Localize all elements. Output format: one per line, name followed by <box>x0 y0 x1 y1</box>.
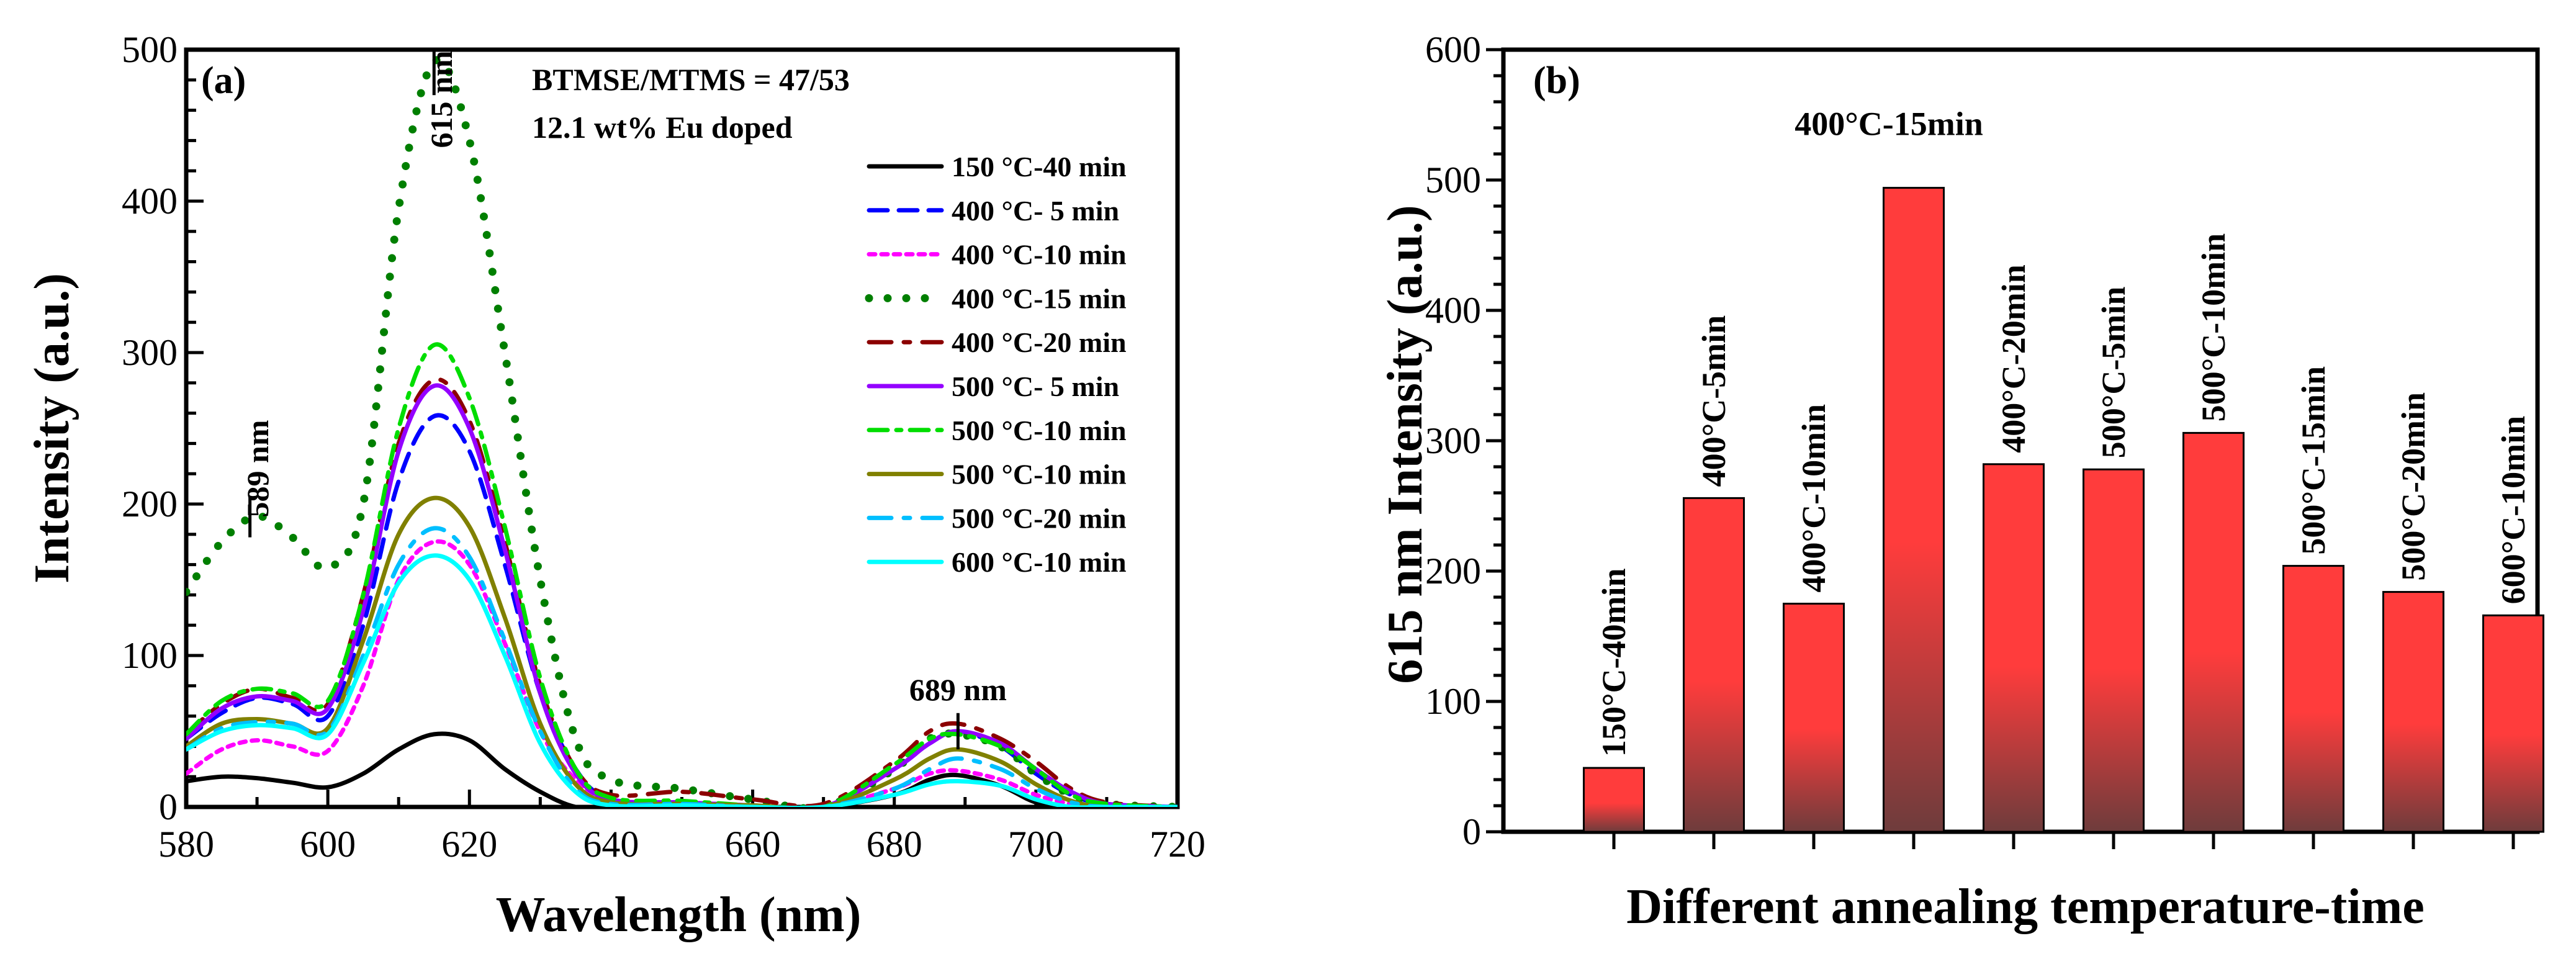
x-axis-title-b: Different annealing temperature-time <box>1626 880 2425 934</box>
bar-3 <box>1783 603 1845 833</box>
panel-b-bars: 0 100 200 300 400 500 600 Different annealing t… <box>1378 29 2544 934</box>
legend-label-8: 500 °C-10 min <box>952 459 1127 490</box>
bar-10 <box>2482 614 2544 833</box>
series-line-3 <box>186 539 1178 807</box>
bar-label-7: 500°C-10min <box>2195 233 2232 422</box>
x-tick-label-a: 700 <box>1008 824 1064 865</box>
series-group <box>186 56 1178 807</box>
x-axis-title-a: Wavelength (nm) <box>496 888 862 942</box>
y-tick-label-b: 200 <box>1425 551 1481 592</box>
bar-label-3: 400°C-10min <box>1795 404 1832 593</box>
series-line-7 <box>186 342 1178 807</box>
y-tick-label-a: 500 <box>122 29 178 70</box>
y-tick-label-a: 0 <box>159 786 178 827</box>
y-tick-label-b: 400 <box>1425 290 1481 331</box>
legend-label-7: 500 °C-10 min <box>952 415 1127 446</box>
x-tick-label-a: 600 <box>300 824 356 865</box>
bar-label-10: 600°C-10min <box>2495 416 2532 605</box>
panel-a-spectra: 580 600 620 640 660 680 700 720 0 100 200 300 400 500… <box>25 29 1205 942</box>
legend-label-1: 150 °C-40 min <box>952 151 1127 182</box>
series-line-4 <box>186 56 1178 807</box>
y-tick-label-b: 300 <box>1425 420 1481 461</box>
bar-label-2: 400°C-5min <box>1695 315 1732 487</box>
x-tick-label-a: 640 <box>583 824 639 865</box>
annotation-ratio: BTMSE/MTMS = 47/53 <box>532 62 850 97</box>
bar-5 <box>1983 463 2045 833</box>
y-axis-title-b: 615 nm Intensity (a.u.) <box>1378 205 1433 683</box>
bar-2 <box>1683 497 1745 833</box>
legend-label-4: 400 °C-15 min <box>952 282 1127 314</box>
bar-label-5: 400°C-20min <box>1995 264 2032 453</box>
x-tick-label-a: 660 <box>725 824 781 865</box>
y-tick-label-a: 100 <box>122 635 178 676</box>
bar-label-6: 500°C-5min <box>2095 287 2132 459</box>
y-tick-label-a: 200 <box>122 484 178 525</box>
y-tick-label-a: 300 <box>122 332 178 373</box>
bar-1 <box>1583 767 1645 833</box>
legend-label-9: 500 °C-20 min <box>952 502 1127 534</box>
series-line-8 <box>186 495 1178 807</box>
x-tick-label-a: 680 <box>867 824 922 865</box>
legend-label-6: 500 °C- 5 min <box>952 371 1119 402</box>
y-axis-title-a: Intensity (a.u.) <box>25 273 79 583</box>
legend-label-5: 400 °C-20 min <box>952 327 1127 358</box>
bar-label-8: 500°C-15min <box>2295 366 2332 555</box>
annotation-doping: 12.1 wt% Eu doped <box>532 110 793 145</box>
bar-label-9: 500°C-20min <box>2395 392 2432 581</box>
series-line-10 <box>186 553 1178 807</box>
y-tick-label-b: 600 <box>1425 29 1481 70</box>
x-tick-label-a: 580 <box>158 824 214 865</box>
series-line-6 <box>186 383 1178 807</box>
annotation-615: 615 nm <box>424 51 459 148</box>
bar-8 <box>2282 565 2344 833</box>
panel-label-a: (a) <box>201 60 246 102</box>
bar-label-4: 400°C-15min <box>1795 106 1983 143</box>
x-tick-label-a: 620 <box>441 824 497 865</box>
y-tick-label-a: 400 <box>122 181 178 222</box>
bar-label-1: 150°C-40min <box>1595 569 1633 757</box>
bar-6 <box>2083 468 2145 833</box>
panel-label-b: (b) <box>1533 60 1580 102</box>
annotation-589: 589 nm <box>240 420 275 518</box>
legend-label-10: 600 °C-10 min <box>952 546 1127 578</box>
x-tick-label-a: 720 <box>1150 824 1205 865</box>
y-tick-label-b: 0 <box>1462 811 1481 852</box>
legend-label-3: 400 °C-10 min <box>952 239 1127 271</box>
bar-7 <box>2182 431 2245 833</box>
bar-4 <box>1883 187 1945 833</box>
bar-9 <box>2382 591 2444 833</box>
y-tick-label-b: 500 <box>1425 160 1481 200</box>
y-tick-label-b: 100 <box>1425 681 1481 722</box>
legend-label-2: 400 °C- 5 min <box>952 195 1119 227</box>
annotation-689: 689 nm <box>909 672 1007 707</box>
